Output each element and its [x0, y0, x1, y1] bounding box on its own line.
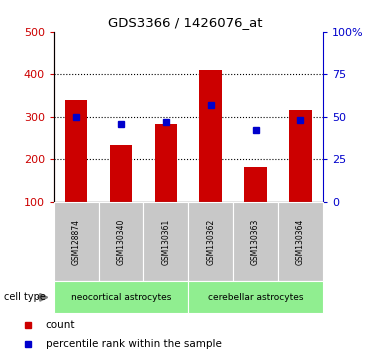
Bar — [188, 202, 233, 281]
Bar — [54, 202, 99, 281]
Bar — [278, 202, 323, 281]
Text: GSM128874: GSM128874 — [72, 219, 81, 264]
Bar — [155, 124, 177, 244]
Bar — [99, 202, 144, 281]
Bar — [110, 145, 132, 244]
Text: percentile rank within the sample: percentile rank within the sample — [46, 339, 221, 349]
Text: GDS3366 / 1426076_at: GDS3366 / 1426076_at — [108, 16, 263, 29]
Text: GSM130340: GSM130340 — [116, 218, 125, 265]
Bar — [144, 202, 188, 281]
Text: neocortical astrocytes: neocortical astrocytes — [71, 293, 171, 302]
Bar — [244, 166, 267, 244]
Text: cell type: cell type — [4, 292, 46, 302]
Text: count: count — [46, 320, 75, 330]
Text: cerebellar astrocytes: cerebellar astrocytes — [208, 293, 303, 302]
Text: GSM130361: GSM130361 — [161, 218, 170, 265]
Bar — [289, 110, 312, 244]
Text: GSM130363: GSM130363 — [251, 218, 260, 265]
Bar — [188, 281, 323, 313]
Bar — [233, 202, 278, 281]
Bar — [54, 281, 188, 313]
Text: GSM130364: GSM130364 — [296, 218, 305, 265]
Bar — [65, 100, 88, 244]
Bar — [200, 70, 222, 244]
Text: GSM130362: GSM130362 — [206, 218, 215, 265]
